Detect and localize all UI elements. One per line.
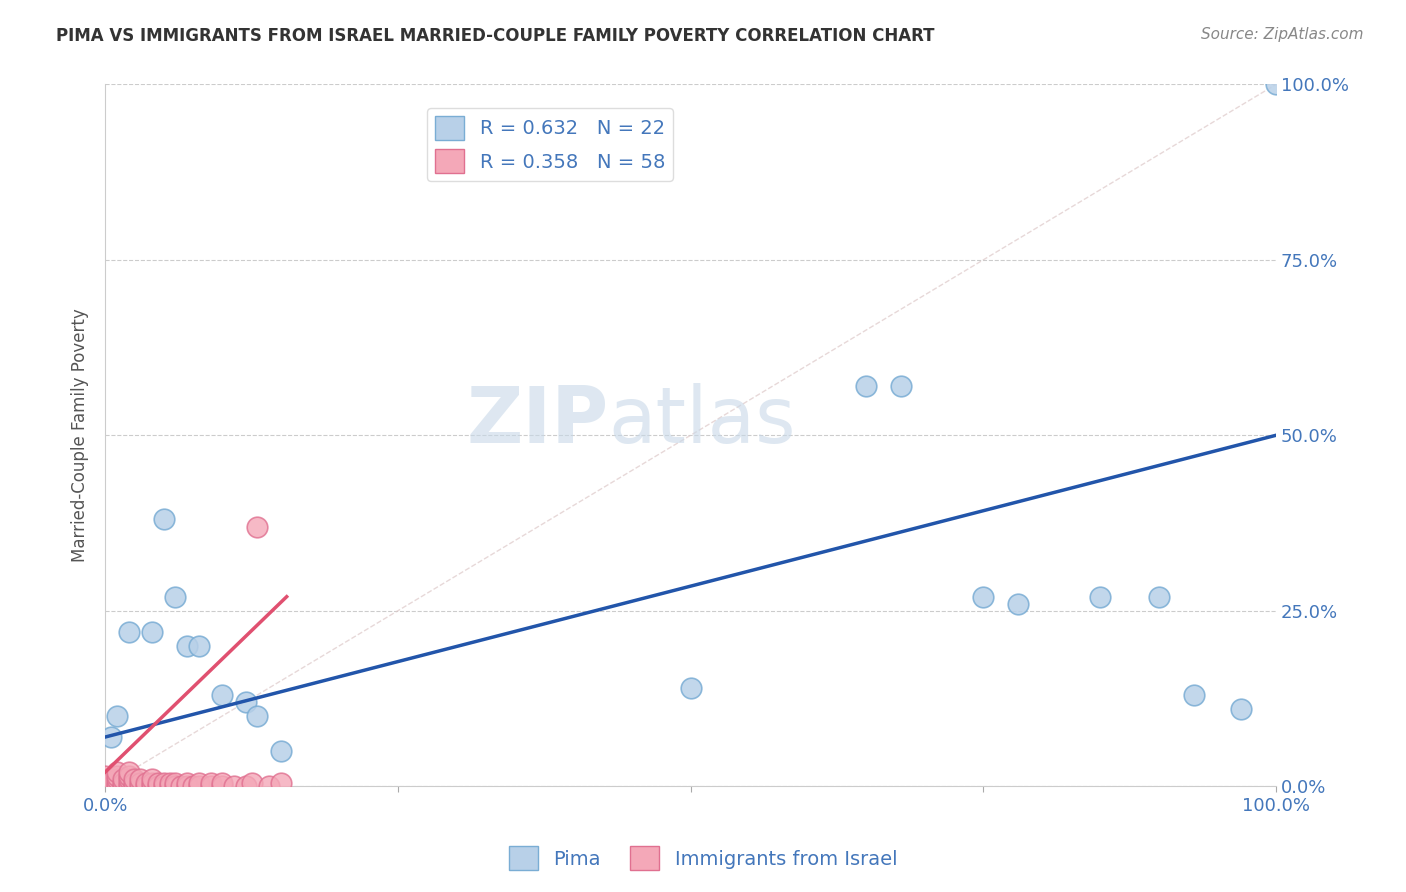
Point: [117, 779, 139, 793]
Point: [94, 772, 117, 786]
Point: [146, 775, 169, 789]
Point: [165, 775, 187, 789]
Point: [105, 709, 128, 723]
Point: [257, 779, 280, 793]
Point: [211, 775, 233, 789]
Point: [129, 779, 152, 793]
Point: [165, 779, 187, 793]
Point: [111, 772, 134, 786]
Point: [135, 775, 157, 789]
Point: [187, 775, 209, 789]
Point: [117, 772, 139, 786]
Point: [94, 769, 117, 783]
Point: [94, 775, 117, 789]
Point: [141, 772, 163, 786]
Point: [1230, 702, 1253, 716]
Point: [246, 709, 269, 723]
Point: [129, 772, 152, 786]
Legend: R = 0.632   N = 22, R = 0.358   N = 58: R = 0.632 N = 22, R = 0.358 N = 58: [427, 108, 673, 181]
Point: [105, 772, 128, 786]
Point: [235, 695, 257, 709]
Point: [117, 769, 139, 783]
Point: [117, 765, 139, 780]
Point: [972, 590, 994, 604]
Point: [94, 775, 117, 789]
Point: [200, 775, 222, 789]
Point: [890, 379, 912, 393]
Point: [135, 779, 157, 793]
Point: [141, 779, 163, 793]
Text: ZIP: ZIP: [467, 384, 609, 459]
Point: [100, 730, 122, 744]
Point: [117, 775, 139, 789]
Point: [1147, 590, 1170, 604]
Point: [1007, 597, 1029, 611]
Point: [176, 779, 198, 793]
Point: [152, 512, 174, 526]
Point: [146, 779, 169, 793]
Point: [124, 772, 146, 786]
Point: [1182, 688, 1205, 702]
Point: [187, 639, 209, 653]
Point: [1090, 590, 1112, 604]
Point: [100, 775, 122, 789]
Y-axis label: Married-Couple Family Poverty: Married-Couple Family Poverty: [72, 309, 89, 562]
Point: [222, 779, 245, 793]
Point: [270, 744, 292, 758]
Point: [105, 769, 128, 783]
Point: [211, 688, 233, 702]
Point: [187, 779, 209, 793]
Point: [129, 775, 152, 789]
Point: [211, 779, 233, 793]
Point: [100, 779, 122, 793]
Point: [246, 519, 269, 533]
Point: [124, 779, 146, 793]
Point: [1265, 78, 1288, 92]
Point: [141, 775, 163, 789]
Point: [176, 775, 198, 789]
Point: [94, 779, 117, 793]
Point: [165, 590, 187, 604]
Point: [270, 775, 292, 789]
Text: PIMA VS IMMIGRANTS FROM ISRAEL MARRIED-COUPLE FAMILY POVERTY CORRELATION CHART: PIMA VS IMMIGRANTS FROM ISRAEL MARRIED-C…: [56, 27, 935, 45]
Point: [176, 639, 198, 653]
Point: [152, 775, 174, 789]
Point: [100, 772, 122, 786]
Point: [159, 779, 181, 793]
Text: Source: ZipAtlas.com: Source: ZipAtlas.com: [1201, 27, 1364, 42]
Point: [235, 779, 257, 793]
Point: [679, 681, 702, 695]
Point: [105, 779, 128, 793]
Point: [94, 779, 117, 793]
Point: [181, 779, 204, 793]
Point: [170, 779, 193, 793]
Point: [105, 765, 128, 780]
Text: atlas: atlas: [609, 384, 796, 459]
Point: [159, 775, 181, 789]
Point: [152, 779, 174, 793]
Point: [94, 779, 117, 793]
Point: [855, 379, 877, 393]
Point: [105, 775, 128, 789]
Point: [111, 779, 134, 793]
Point: [111, 775, 134, 789]
Point: [200, 779, 222, 793]
Legend: Pima, Immigrants from Israel: Pima, Immigrants from Israel: [501, 838, 905, 878]
Point: [240, 775, 263, 789]
Point: [117, 624, 139, 639]
Point: [124, 775, 146, 789]
Point: [141, 624, 163, 639]
